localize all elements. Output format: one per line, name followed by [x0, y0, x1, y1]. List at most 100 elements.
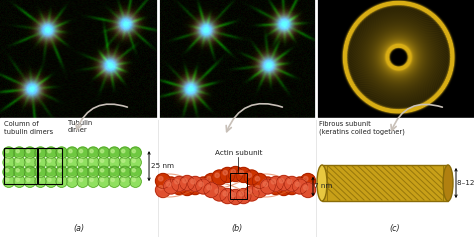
Circle shape [90, 159, 93, 162]
Circle shape [77, 166, 89, 178]
Circle shape [66, 157, 78, 168]
Circle shape [158, 186, 163, 190]
Bar [159, 0, 315, 118]
Circle shape [48, 169, 51, 172]
Circle shape [87, 176, 99, 187]
Circle shape [14, 176, 25, 187]
Bar [327, 165, 443, 201]
Circle shape [100, 150, 104, 153]
Ellipse shape [443, 165, 453, 201]
Circle shape [69, 178, 72, 182]
Circle shape [271, 179, 276, 184]
Circle shape [27, 150, 30, 153]
Circle shape [263, 180, 268, 184]
Circle shape [260, 179, 275, 194]
Circle shape [3, 147, 15, 159]
Circle shape [119, 157, 131, 168]
Circle shape [111, 159, 114, 162]
Circle shape [45, 147, 57, 159]
Circle shape [109, 157, 120, 168]
Bar [38, 148, 62, 184]
Circle shape [66, 147, 78, 159]
Circle shape [87, 166, 99, 178]
Circle shape [45, 157, 57, 168]
Circle shape [284, 176, 300, 191]
Circle shape [6, 159, 9, 162]
Circle shape [98, 166, 109, 178]
Circle shape [172, 180, 187, 195]
Circle shape [58, 178, 62, 182]
Circle shape [196, 179, 211, 194]
Circle shape [301, 182, 316, 197]
Circle shape [16, 169, 19, 172]
Text: (b): (b) [231, 224, 243, 233]
Circle shape [164, 179, 179, 194]
Circle shape [215, 173, 219, 178]
Circle shape [69, 150, 72, 153]
Circle shape [260, 177, 275, 192]
Circle shape [56, 157, 67, 168]
Circle shape [45, 166, 57, 178]
Circle shape [271, 182, 276, 187]
Circle shape [207, 186, 211, 190]
Circle shape [90, 169, 93, 172]
Circle shape [191, 182, 195, 187]
Circle shape [130, 176, 141, 187]
Circle shape [48, 159, 51, 162]
Circle shape [35, 166, 46, 178]
Circle shape [164, 177, 179, 192]
Circle shape [80, 169, 82, 172]
Circle shape [199, 180, 203, 184]
Circle shape [48, 150, 51, 153]
Circle shape [247, 189, 252, 193]
Circle shape [180, 176, 195, 191]
Circle shape [255, 177, 260, 181]
Circle shape [24, 166, 36, 178]
Circle shape [174, 182, 179, 187]
Circle shape [77, 176, 89, 187]
Circle shape [77, 157, 89, 168]
Circle shape [130, 166, 141, 178]
Circle shape [109, 166, 120, 178]
Circle shape [35, 176, 46, 187]
Circle shape [87, 147, 99, 159]
Circle shape [196, 177, 211, 192]
Circle shape [212, 186, 227, 201]
Circle shape [212, 170, 227, 185]
Circle shape [236, 189, 251, 204]
Circle shape [100, 159, 104, 162]
Circle shape [223, 191, 228, 196]
Circle shape [37, 178, 40, 182]
Circle shape [45, 176, 57, 187]
Circle shape [56, 147, 67, 159]
Circle shape [166, 182, 171, 187]
Circle shape [98, 176, 109, 187]
Text: 25 nm: 25 nm [151, 163, 173, 169]
Circle shape [292, 177, 308, 192]
Circle shape [182, 178, 187, 183]
Circle shape [252, 182, 267, 197]
Circle shape [58, 150, 62, 153]
Circle shape [56, 166, 67, 178]
Circle shape [122, 150, 125, 153]
Text: Tubulin
dimer: Tubulin dimer [68, 120, 92, 133]
Circle shape [287, 179, 292, 184]
Circle shape [56, 176, 67, 187]
Bar [316, 0, 474, 118]
Bar [0, 118, 474, 237]
Circle shape [119, 166, 131, 178]
Circle shape [228, 190, 243, 205]
Circle shape [37, 169, 40, 172]
Circle shape [27, 169, 30, 172]
Bar [0, 0, 157, 118]
Circle shape [182, 183, 187, 188]
Circle shape [188, 176, 203, 191]
Circle shape [58, 159, 62, 162]
Circle shape [158, 177, 163, 181]
Circle shape [255, 186, 260, 190]
Circle shape [284, 180, 300, 195]
Circle shape [263, 182, 268, 187]
Circle shape [6, 169, 9, 172]
Circle shape [87, 157, 99, 168]
Circle shape [231, 192, 236, 197]
